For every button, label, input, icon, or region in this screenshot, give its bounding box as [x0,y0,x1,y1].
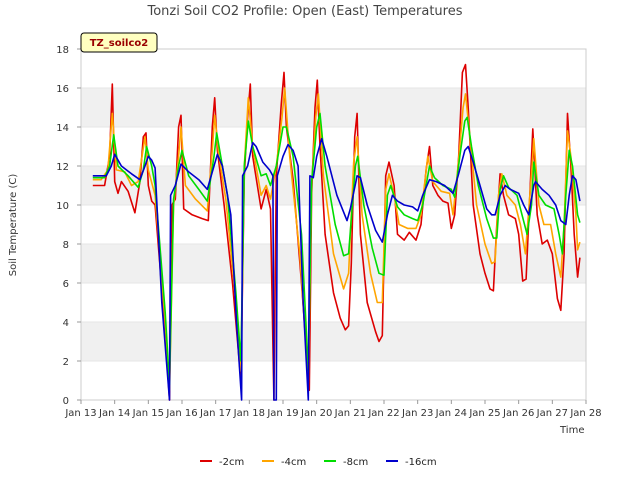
badge-label: TZ_soilco2 [90,38,149,49]
x-tick-label: Jan 22 [367,408,399,419]
x-tick-label: Jan 20 [300,408,332,419]
x-tick-label: Jan 26 [502,408,534,419]
y-tick-label: 2 [63,357,69,368]
badge: TZ_soilco2 [80,32,158,53]
legend-label: -4cm [281,457,306,468]
y-tick-label: 16 [56,84,69,95]
x-tick-label: Jan 13 [64,408,96,419]
series-line-minus-4cm [92,87,581,392]
x-tick-label: Jan 28 [569,408,601,419]
grid-band [81,322,586,361]
x-tick-label: Jan 21 [334,408,366,419]
y-tick-label: 12 [56,162,69,173]
legend-label: -16cm [405,457,437,468]
y-tick-label: 18 [56,45,69,56]
x-tick-label: Jan 23 [401,408,433,419]
y-tick-label: 6 [63,279,69,290]
x-tick-label: Jan 19 [266,408,298,419]
y-tick-label: 4 [63,318,69,329]
x-tick-label: Jan 25 [468,408,500,419]
legend: -2cm -4cm -8cm -16cm [200,457,437,468]
series-layer [92,63,581,401]
y-tick-label: 14 [56,123,69,134]
plot-frame [80,48,587,401]
y-tick-label: 8 [63,240,69,251]
series-line-minus-16cm [92,137,581,401]
legend-label: -8cm [343,457,368,468]
y-axis-title: Soil Temperature (C) [8,174,19,277]
x-tick-label: Jan 14 [98,408,130,419]
grid-band [81,88,586,127]
y-tick-label: 0 [63,396,69,407]
y-tick-label: 10 [56,201,69,212]
x-tick-label: Jan 24 [435,408,467,419]
x-tick-label: Jan 15 [132,408,164,419]
x-tick-label: Jan 27 [536,408,568,419]
legend-label: -2cm [219,457,244,468]
x-axis-title: Time [559,425,584,436]
badge-box [80,32,158,53]
x-tick-label: Jan 18 [233,408,265,419]
x-tick-label: Jan 17 [199,408,231,419]
chart-title: Tonzi Soil CO2 Profile: Open (East) Temp… [146,4,462,19]
x-tick-label: Jan 16 [165,408,197,419]
plot-bands [81,87,586,401]
